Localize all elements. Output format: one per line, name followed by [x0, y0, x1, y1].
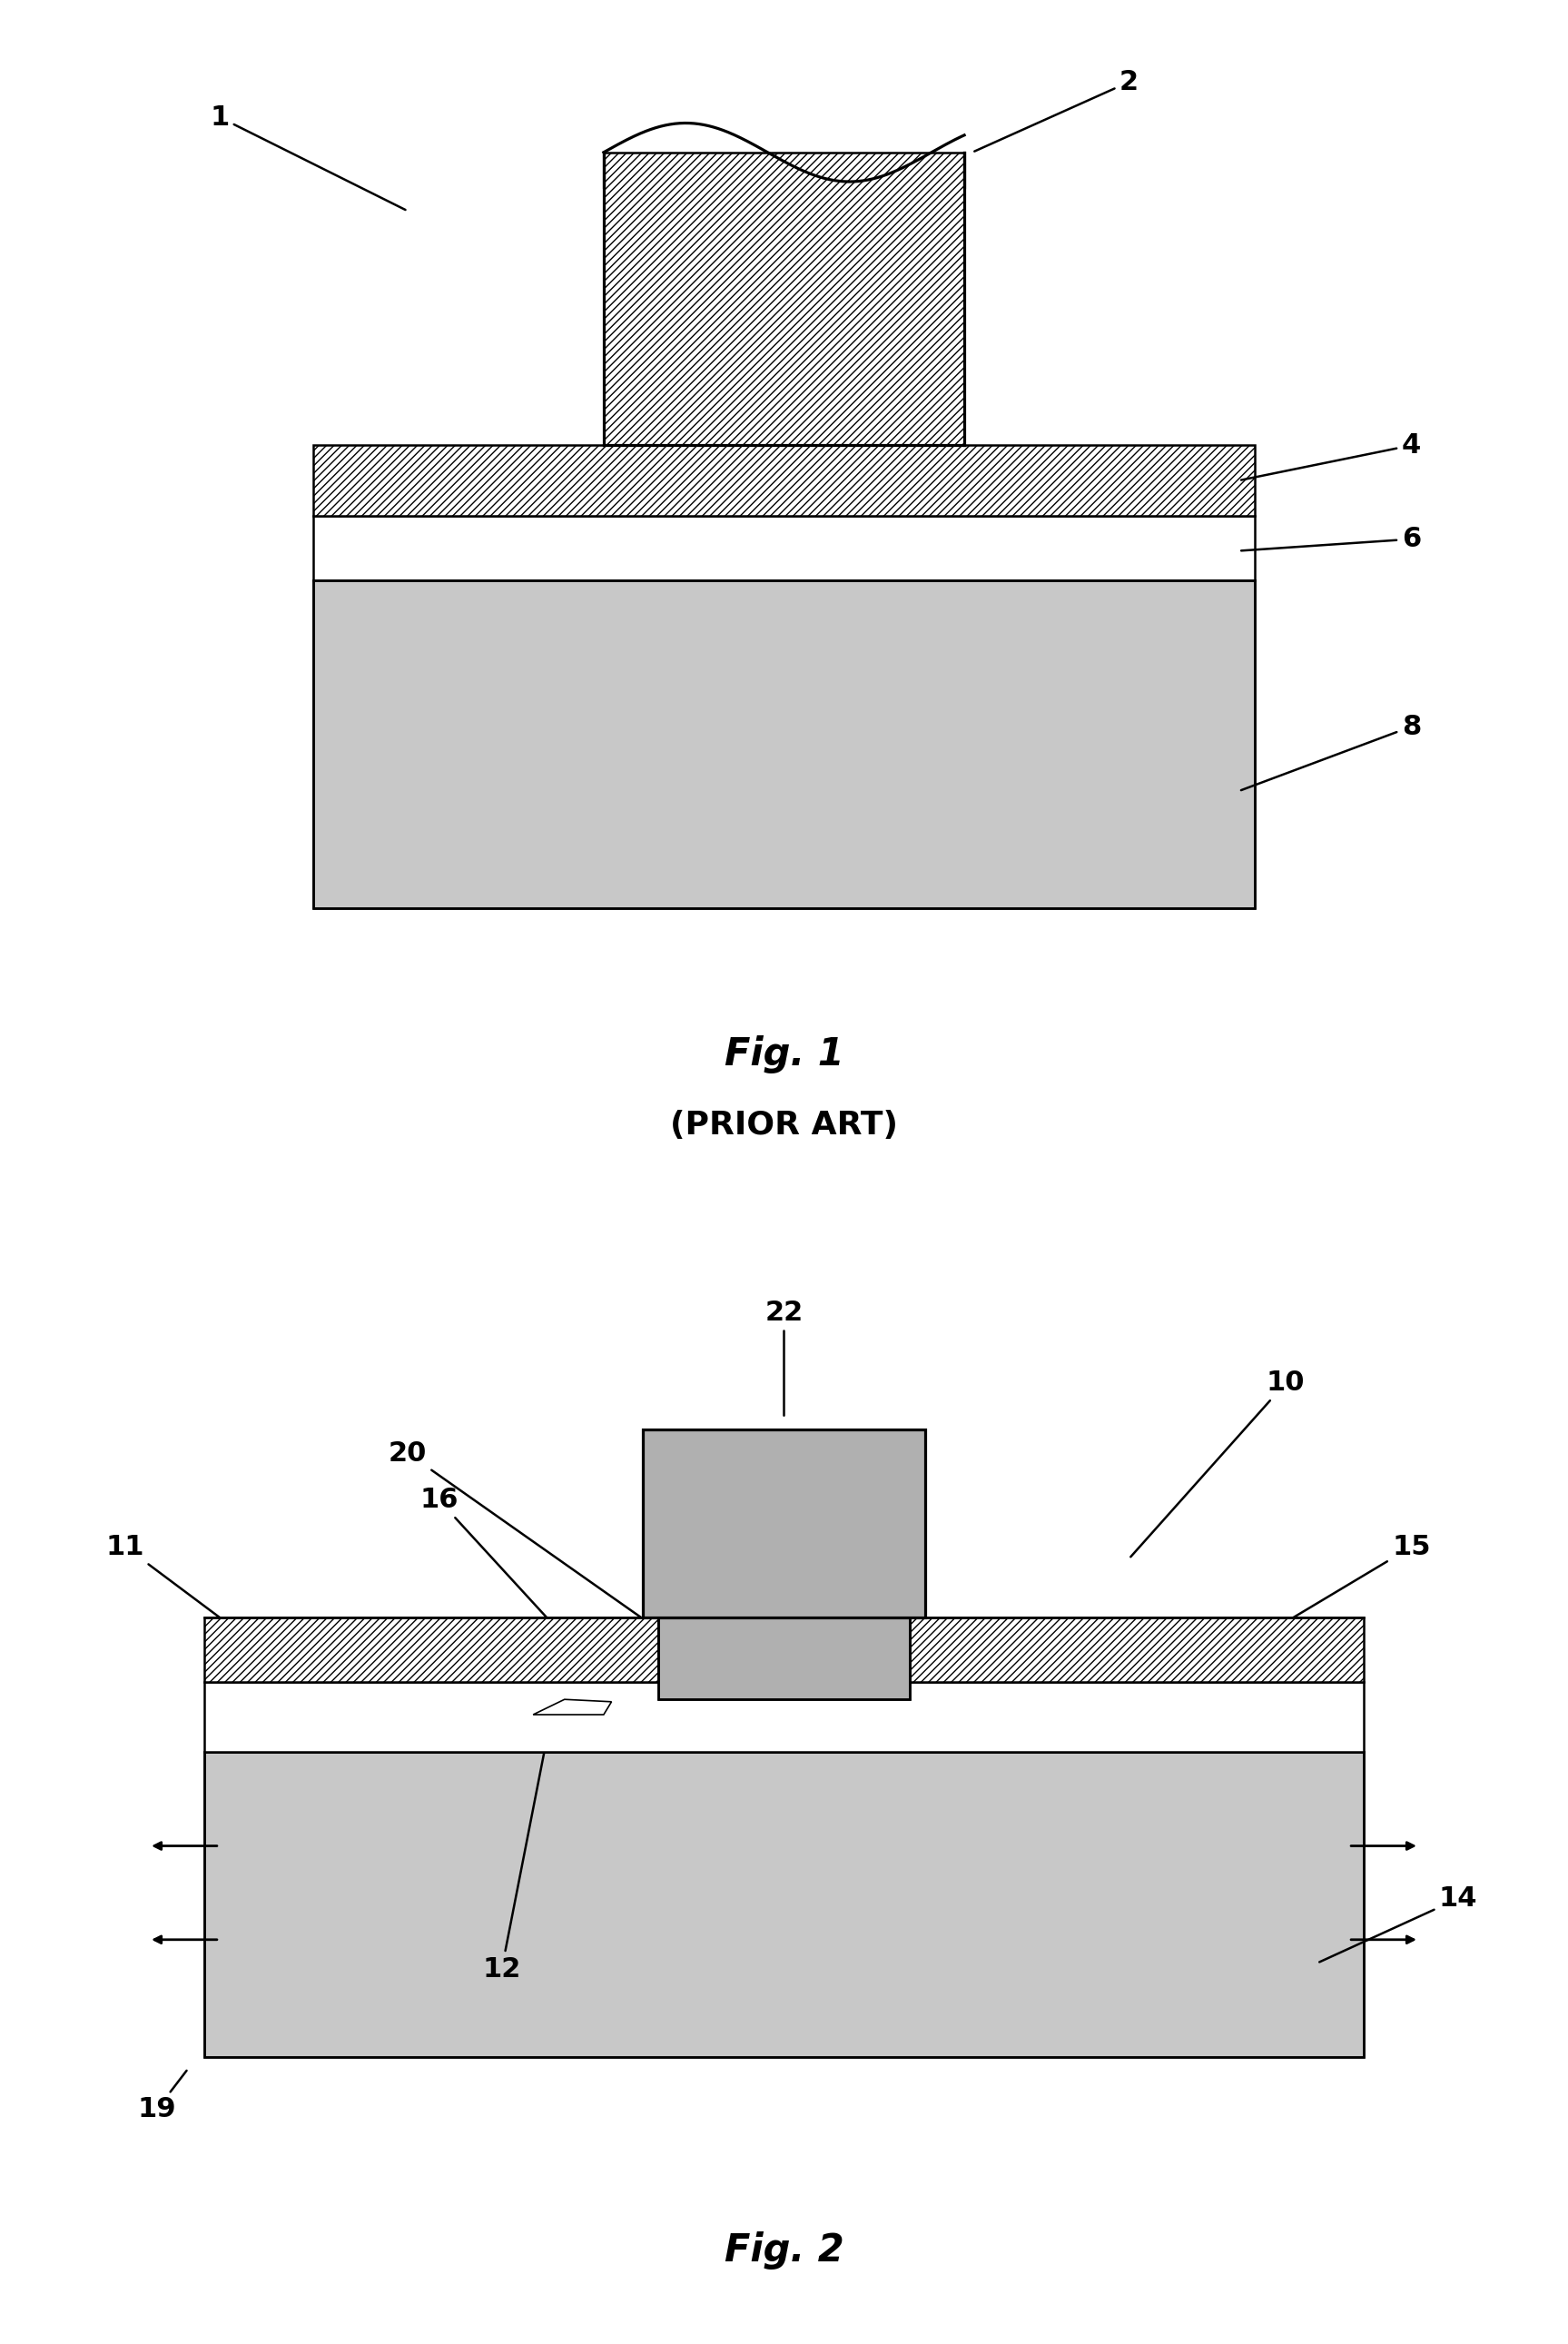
Text: Fig. 2: Fig. 2	[724, 2231, 844, 2269]
Bar	[314, 516, 1254, 579]
Text: 16: 16	[420, 1486, 626, 1704]
Bar	[643, 1430, 925, 1617]
Text: 8: 8	[1242, 713, 1421, 790]
Bar	[204, 1751, 1364, 2058]
Polygon shape	[533, 1699, 612, 1713]
Bar	[643, 1430, 925, 1617]
Text: 12: 12	[483, 1732, 549, 1983]
Bar	[659, 1617, 909, 1699]
Bar	[643, 1430, 925, 1617]
Bar	[314, 445, 1254, 516]
Bar	[314, 581, 1254, 907]
Text: 4: 4	[1242, 431, 1421, 481]
Text: 1: 1	[210, 103, 406, 211]
Bar	[659, 1617, 909, 1699]
Bar	[204, 1617, 659, 1683]
Bar	[659, 1617, 909, 1699]
Bar	[314, 581, 1254, 907]
Bar	[604, 152, 964, 445]
Bar	[204, 1751, 1364, 2058]
Text: 11: 11	[107, 1533, 249, 1638]
Text: Fig. 1: Fig. 1	[724, 1036, 844, 1074]
Text: 19: 19	[138, 2070, 187, 2124]
Bar	[909, 1617, 1364, 1683]
Text: (PRIOR ART): (PRIOR ART)	[670, 1109, 898, 1142]
Bar	[204, 1681, 1364, 1751]
Text: 20: 20	[389, 1439, 673, 1638]
Text: 2: 2	[974, 68, 1138, 152]
Text: 15: 15	[1256, 1533, 1430, 1638]
Bar	[314, 581, 1254, 907]
Bar	[204, 1751, 1364, 2058]
Text: 14: 14	[1319, 1885, 1477, 1962]
Text: 6: 6	[1242, 525, 1421, 553]
Text: 22: 22	[765, 1299, 803, 1416]
Text: 10: 10	[1131, 1369, 1305, 1556]
